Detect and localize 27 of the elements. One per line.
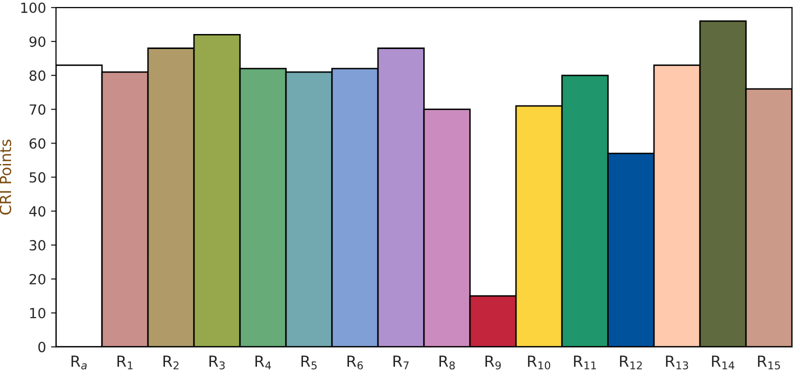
- x-tick-label: R$_{6}$: [347, 356, 363, 370]
- y-tick-label: 70: [30, 104, 46, 115]
- y-tick-label: 20: [30, 274, 46, 284]
- y-tick-label: 40: [29, 206, 46, 217]
- x-tick-label: R$_{14}$: [712, 356, 734, 370]
- y-tick-label: 50: [30, 172, 46, 183]
- x-tick-label: R$_{9}$: [485, 356, 501, 370]
- x-tick-label: R$_{2}$: [163, 356, 178, 370]
- x-tick-label: R$_{7}$: [393, 356, 409, 370]
- x-tick-label: R$_{5}$: [301, 356, 317, 370]
- x-tick-label: R$_{11}$: [574, 356, 596, 370]
- y-tick-label: 60: [30, 138, 46, 149]
- x-tick-label: R$_{a}$: [72, 356, 87, 370]
- y-tick-label: 80: [30, 70, 46, 81]
- y-tick-label: 100: [21, 2, 46, 14]
- x-tick-label: R$_{4}$: [255, 356, 271, 370]
- x-tick-label: R$_{13}$: [666, 356, 688, 370]
- x-tick-label: R$_{15}$: [758, 356, 780, 370]
- x-tick-label: R$_{10}$: [528, 356, 550, 370]
- x-tick-label: R$_{3}$: [209, 356, 225, 370]
- x-tick-label: R$_{8}$: [439, 356, 455, 370]
- y-tick-label: 0: [38, 342, 46, 352]
- y-tick-label: 10: [30, 308, 46, 318]
- x-tick-label: R$_{12}$: [620, 356, 642, 370]
- y-tick-label: 90: [29, 36, 46, 47]
- x-tick-label: R$_{1}$: [117, 356, 133, 370]
- y-tick-label: 30: [30, 240, 46, 251]
